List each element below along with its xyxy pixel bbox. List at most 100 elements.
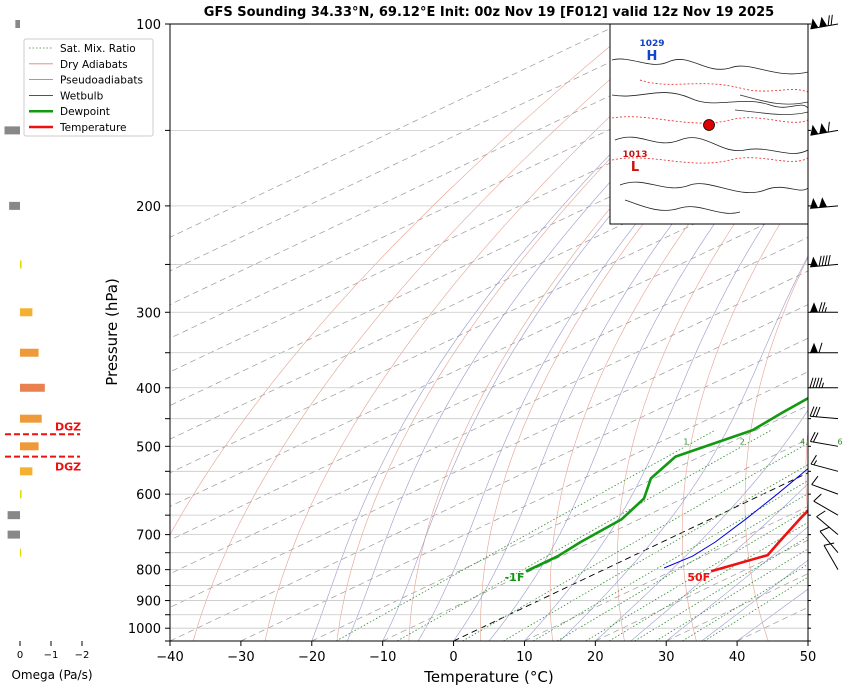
moist-adiabat-line <box>417 32 808 641</box>
series-lines <box>525 396 808 573</box>
series-dewpoint-line <box>525 396 808 573</box>
omega-bar <box>20 260 22 269</box>
omega-bar <box>20 467 33 476</box>
mixing-ratio-line <box>608 521 808 641</box>
dry-adiabat-line <box>805 427 808 520</box>
dry-adiabat-line <box>264 24 711 641</box>
moist-adiabat-line <box>595 409 808 641</box>
wind-barb <box>816 510 839 535</box>
omega-bar <box>20 442 39 451</box>
series-wetbulb-line <box>663 468 808 569</box>
chart-title: GFS Sounding 34.33°N, 69.12°E Init: 00z … <box>204 5 774 20</box>
surface-label: -1F <box>505 571 525 584</box>
dgz-label: DGZ <box>55 420 81 433</box>
omega-panel: DGZ DGZ 0 −1 −2 Omega (Pa/s) <box>4 20 93 682</box>
x-tick-label: 30 <box>658 650 675 665</box>
inset-high-value: 1029 <box>639 39 664 49</box>
moist-adiabat-line <box>701 559 808 641</box>
wind-barb <box>809 431 839 447</box>
y-tick-label: 800 <box>136 564 161 579</box>
moist-adiabat-line <box>488 102 808 641</box>
omega-bar <box>20 348 39 357</box>
moist-adiabat-line <box>736 588 808 641</box>
inset-high-label: H <box>647 49 658 64</box>
omega-bar <box>20 308 33 317</box>
wind-barb <box>810 14 839 30</box>
mixing-ratio-label: 6 <box>838 437 843 446</box>
omega-tick-label: −1 <box>44 650 59 661</box>
dry-adiabat-line <box>336 24 748 641</box>
wind-barb <box>811 475 839 495</box>
y-tick-label: 700 <box>136 529 161 544</box>
x-axis-label: Temperature (°C) <box>423 668 553 686</box>
x-tick-label: 10 <box>516 650 533 665</box>
moist-adiabat-line <box>382 24 792 641</box>
mixing-ratio-label: 2 <box>740 437 745 446</box>
x-tick-label: −40 <box>156 650 183 665</box>
omega-bar <box>7 511 20 520</box>
omega-bar <box>4 126 20 135</box>
legend: Sat. Mix. Ratio Dry Adiabats Pseudoadiabat… <box>23 38 154 137</box>
mixing-ratio-line <box>556 493 808 641</box>
y-tick-label: 300 <box>136 306 161 321</box>
moist-adiabat-line <box>559 255 808 641</box>
x-tick-label: −20 <box>298 650 325 665</box>
wind-barb <box>819 526 839 554</box>
dry-adiabat-line <box>170 24 637 536</box>
y-tick-label: 1000 <box>128 622 161 637</box>
wind-barb <box>810 302 838 313</box>
inset-map: 1029 H 1013 L <box>609 23 809 225</box>
dry-adiabat-line <box>744 256 808 641</box>
omega-bar <box>20 548 21 557</box>
x-tick-label: −10 <box>369 650 396 665</box>
omega-bar <box>15 20 20 28</box>
y-tick-label: 200 <box>136 200 161 215</box>
mixing-ratio-label: 4 <box>800 437 805 446</box>
isotherm-line <box>807 640 808 641</box>
dry-adiabat-line <box>480 35 808 641</box>
moist-adiabat-line <box>666 526 808 641</box>
inset-low-label: L <box>631 160 639 175</box>
wind-barb <box>810 454 839 472</box>
background-lines <box>170 24 808 641</box>
omega-bar <box>20 383 45 392</box>
legend-label: Pseudoadiabats <box>60 75 143 87</box>
omega-bar <box>20 490 22 499</box>
mixing-ratio-line <box>503 464 808 641</box>
omega-bar <box>7 530 20 539</box>
series-temperature-line <box>710 508 808 573</box>
dry-adiabat-line <box>549 75 808 641</box>
y-axis-label: Pressure (hPa) <box>103 278 121 386</box>
surface-label: 50F <box>687 571 710 584</box>
omega-tick-label: 0 <box>17 650 23 661</box>
omega-bar <box>20 414 42 423</box>
x-tick-label: 50 <box>800 650 817 665</box>
mixing-ratio-labels: 1246810131620243036 <box>683 437 843 446</box>
mixing-ratio-line <box>634 536 808 641</box>
mixing-ratio-line <box>533 480 808 641</box>
dry-adiabat-line <box>617 122 808 641</box>
mixing-ratio-line <box>703 576 808 641</box>
wind-barb <box>810 254 839 268</box>
mixing-ratio-label: 1 <box>683 437 688 446</box>
moist-adiabat-line <box>311 24 746 641</box>
omega-bar <box>9 201 20 210</box>
plot-frame <box>169 23 809 642</box>
legend-label: Sat. Mix. Ratio <box>60 43 136 55</box>
x-tick-label: −30 <box>227 650 254 665</box>
y-tick-label: 600 <box>136 488 161 503</box>
moist-adiabat-line <box>524 159 808 641</box>
y-tick-label: 400 <box>136 382 161 397</box>
wind-barb <box>810 121 839 136</box>
y-tick-label: 100 <box>136 18 161 33</box>
legend-label: Temperature <box>59 122 127 134</box>
omega-axis-label: Omega (Pa/s) <box>11 668 92 682</box>
wind-barb <box>813 493 839 516</box>
mixing-ratio-line <box>336 429 716 641</box>
wind-barb <box>809 406 839 420</box>
axes: −40 −30 −20 −10 0 10 20 30 40 50 100 200 300 400 500 60… <box>128 18 816 665</box>
dry-adiabat-line <box>681 179 808 641</box>
wind-barb <box>809 377 838 389</box>
dgz-label: DGZ <box>55 461 81 474</box>
